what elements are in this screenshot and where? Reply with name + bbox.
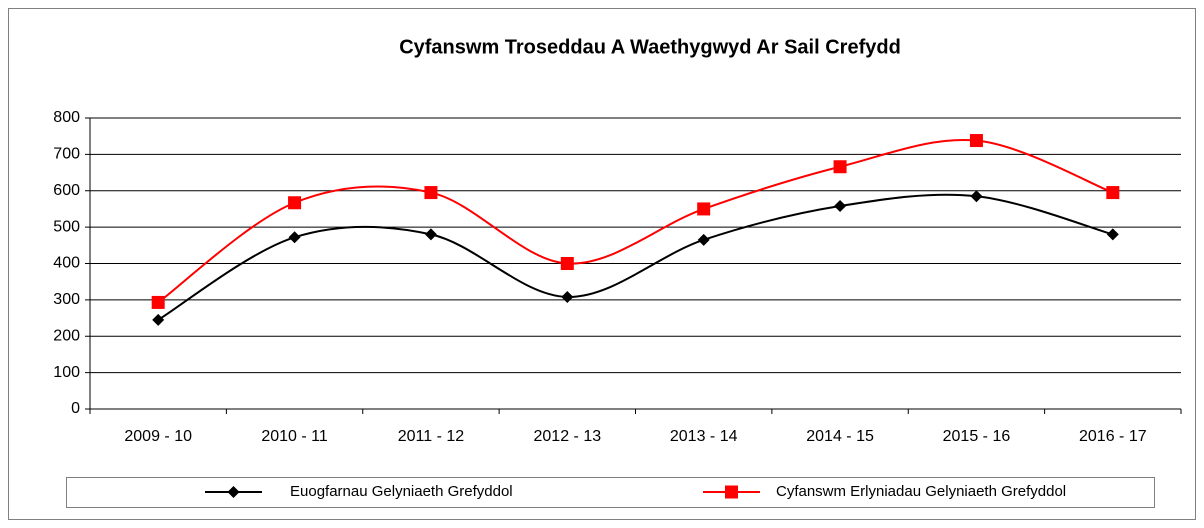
legend-label: Euogfarnau Gelyniaeth Grefyddol	[290, 483, 513, 500]
marker	[227, 486, 240, 498]
x-tick-label: 2014 - 15	[806, 428, 874, 445]
marker	[725, 485, 738, 499]
series-line	[157, 193, 1114, 321]
marker	[152, 313, 165, 326]
marker	[833, 160, 847, 174]
y-tick-label: 200	[53, 327, 80, 344]
y-tick-label: 100	[53, 364, 80, 381]
marker	[288, 196, 302, 210]
marker	[1106, 228, 1119, 241]
legend-label: Cyfanswm Erlyniadau Gelyniaeth Grefyddol	[776, 483, 1066, 500]
x-tick-label: 2016 - 17	[1079, 428, 1147, 445]
y-tick-label: 0	[71, 400, 80, 417]
x-tick-label: 2015 - 16	[943, 428, 1011, 445]
x-tick-label: 2009 - 10	[124, 428, 192, 445]
marker	[697, 233, 710, 246]
y-tick-label: 600	[53, 182, 80, 199]
y-tick-label: 700	[53, 146, 80, 163]
x-tick-label: 2011 - 12	[398, 428, 465, 445]
legend-box	[66, 477, 1155, 508]
y-tick-label: 800	[53, 109, 80, 126]
x-tick-label: 2012 - 13	[534, 428, 602, 445]
marker	[561, 290, 574, 303]
y-tick-label: 300	[53, 291, 80, 308]
y-tick-label: 500	[53, 218, 80, 235]
marker	[969, 134, 983, 148]
y-tick-label: 400	[53, 255, 80, 272]
marker	[424, 228, 437, 241]
marker	[560, 257, 574, 270]
marker	[697, 202, 711, 216]
marker	[151, 295, 165, 309]
chart-title: Cyfanswm Troseddau A Waethygwyd Ar Sail …	[399, 36, 901, 58]
marker	[288, 231, 301, 244]
marker	[834, 200, 847, 213]
marker	[1106, 186, 1120, 200]
x-tick-label: 2013 - 14	[670, 428, 738, 445]
x-tick-label: 2010 - 11	[261, 428, 328, 445]
marker	[424, 186, 438, 200]
marker	[970, 190, 983, 203]
